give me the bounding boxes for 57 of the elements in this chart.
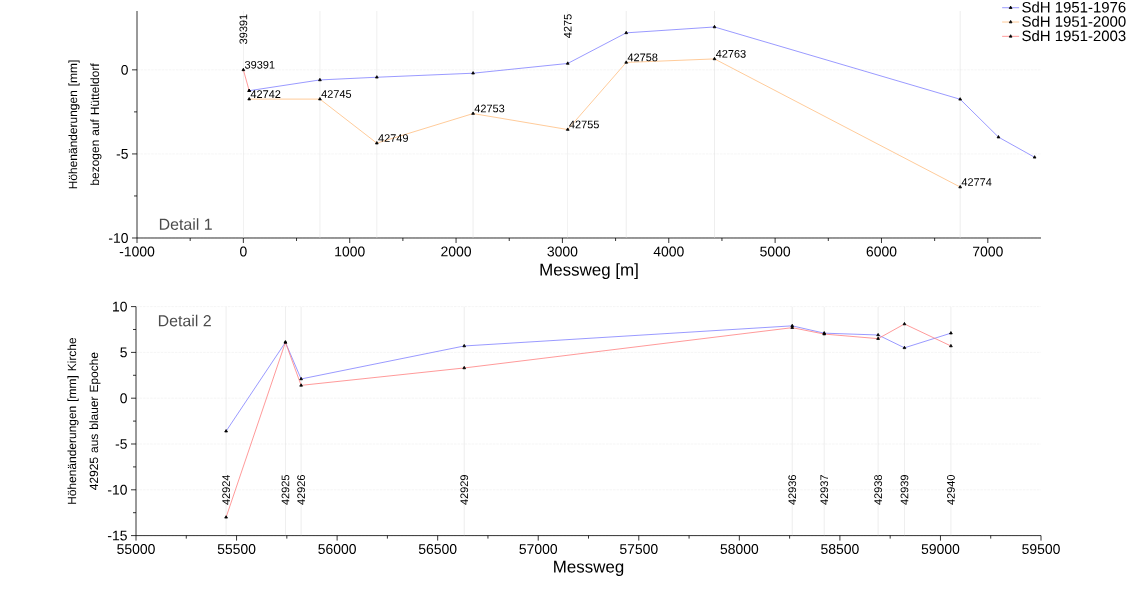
annotation: 42763 — [715, 49, 746, 58]
x-tick-label: 59500 — [1022, 544, 1060, 554]
x-tick-label: 55000 — [117, 544, 155, 554]
y-tick-label: 10 — [113, 301, 127, 312]
x-tick-label: 7000 — [973, 246, 1003, 257]
x-tick-label: 55500 — [217, 544, 256, 554]
x-tick-label: 56000 — [318, 544, 356, 554]
legend-label: SdH 1951-1976 — [1022, 1, 1126, 13]
x-axis-title: Messweg — [554, 560, 624, 576]
y-tick-label: 0 — [120, 393, 127, 404]
annotation: 42940 — [947, 475, 955, 505]
x-tick-label: 4000 — [653, 246, 684, 257]
x-axis-title: Messweg [m] — [540, 263, 638, 280]
annotation: Detail 2 — [158, 314, 211, 327]
x-tick-label: 6000 — [866, 246, 897, 257]
annotation: 42749 — [378, 134, 408, 142]
annotation: 4275 — [563, 14, 572, 38]
annotation: 42937 — [820, 475, 829, 505]
x-tick-label: 1000 — [335, 246, 365, 257]
annotation: 42939 — [900, 475, 909, 505]
annotation: 42924 — [222, 474, 230, 505]
annotation: 42936 — [788, 475, 797, 505]
annotation: 39391 — [244, 60, 275, 69]
y-tick-label: 5 — [120, 347, 127, 358]
x-tick-label: 0 — [240, 246, 247, 257]
x-tick-label: 58500 — [821, 544, 859, 554]
annotation: 39391 — [239, 14, 248, 44]
x-tick-label: -1000 — [119, 246, 155, 257]
x-tick-label: 57000 — [519, 544, 558, 554]
y-tick-label: 0 — [121, 64, 128, 75]
legend-label: SdH 1951-2003 — [1022, 30, 1126, 42]
y-tick-label: -5 — [116, 149, 128, 159]
annotation: 42758 — [627, 53, 658, 62]
annotation: 42745 — [321, 90, 352, 98]
x-tick-label: 59000 — [921, 544, 960, 554]
x-tick-label: 2000 — [441, 246, 472, 257]
x-tick-label: 5000 — [760, 246, 791, 257]
y-tick-label: -10 — [108, 233, 128, 243]
annotation: 42926 — [297, 475, 305, 505]
legend-label: SdH 1951-2000 — [1022, 15, 1126, 27]
annotation: 42742 — [250, 90, 281, 98]
annotation: 42753 — [474, 104, 505, 113]
annotation: Detail 1 — [159, 218, 212, 230]
annotation: 42938 — [874, 475, 882, 505]
y-tick-label: -5 — [115, 439, 127, 449]
x-tick-label: 58000 — [720, 544, 759, 554]
x-tick-label: 3000 — [547, 246, 578, 257]
y-axis-title: Höhenänderungen [mm] Kirche 42925 aus blauer Epoche — [67, 337, 101, 504]
x-tick-label: 57500 — [619, 544, 658, 554]
y-tick-label: -15 — [107, 530, 127, 541]
annotation: 42755 — [569, 120, 599, 129]
y-tick-label: -10 — [107, 484, 127, 495]
annotation: 42925 — [281, 475, 290, 505]
annotation: 42774 — [961, 178, 992, 186]
y-axis-title: Höhenänderungen [mm] bezogen auf Hütteldorf — [68, 60, 102, 189]
x-tick-label: 56500 — [418, 544, 457, 554]
annotation: 42929 — [460, 475, 469, 505]
